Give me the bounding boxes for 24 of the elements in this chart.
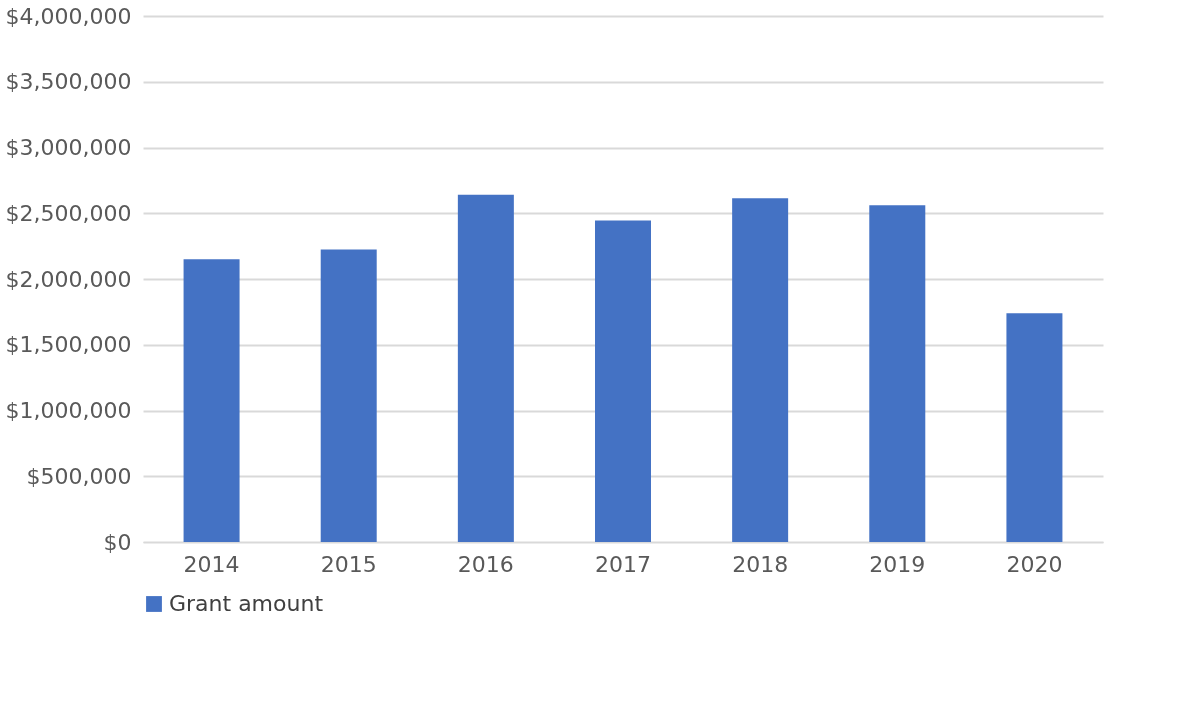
x-tick-label: 2017: [595, 551, 651, 577]
y-tick-label: $500,000: [26, 463, 132, 489]
y-tick-label: $2,500,000: [5, 200, 132, 226]
bar: [732, 198, 789, 542]
bar: [869, 205, 926, 542]
y-tick-label: $1,500,000: [5, 332, 132, 358]
y-tick-label: $3,000,000: [5, 135, 132, 160]
y-tick-label: $1,000,000: [5, 398, 132, 423]
x-tick-label: 2018: [732, 551, 789, 577]
x-tick-label: 2019: [869, 551, 926, 577]
bar: [595, 220, 651, 542]
y-tick-label: $2,000,000: [5, 266, 132, 292]
bar: [457, 194, 514, 542]
bar: [320, 249, 377, 542]
legend-label: Grant amount: [169, 591, 324, 616]
x-tick-label: 2016: [457, 551, 514, 577]
x-tick-label: 2015: [320, 551, 377, 577]
bar: [1006, 313, 1063, 542]
x-tick-label: 2020: [1006, 551, 1063, 577]
y-tick-label: $3,500,000: [5, 69, 132, 95]
y-tick-label: $4,000,000: [5, 3, 132, 29]
bar: [183, 259, 240, 542]
y-tick-label: $0: [103, 529, 132, 555]
x-tick-label: 2014: [183, 551, 240, 577]
